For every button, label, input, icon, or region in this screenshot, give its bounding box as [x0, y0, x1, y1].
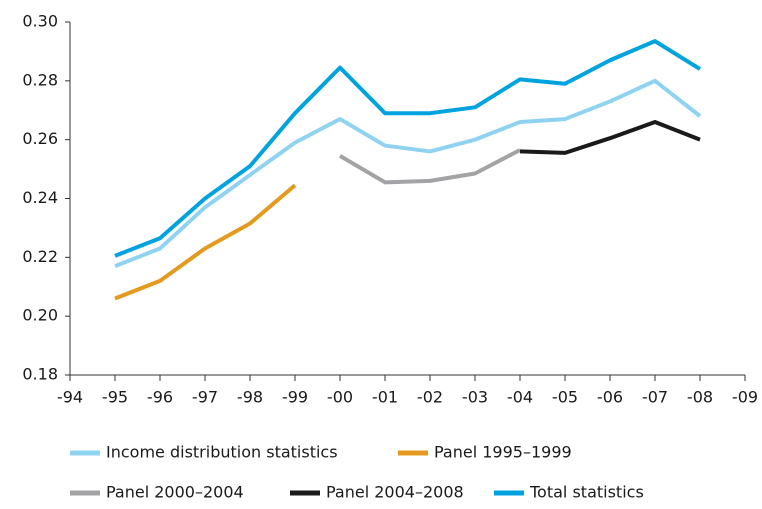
- y-tick-label: 0.18: [22, 365, 58, 384]
- x-tick-label: -96: [147, 388, 173, 407]
- x-tick-label: -02: [417, 388, 443, 407]
- x-tick-label: -95: [102, 388, 128, 407]
- y-tick-label: 0.20: [22, 306, 58, 325]
- y-tick-label: 0.22: [22, 247, 58, 266]
- series-line: [338, 148, 521, 185]
- series-line: [114, 183, 297, 301]
- series-line: [114, 39, 702, 258]
- x-tick-label: -94: [57, 388, 83, 407]
- y-tick-label: 0.28: [22, 70, 58, 89]
- x-tick-label: -04: [507, 388, 533, 407]
- legend-label: Panel 2004–2008: [326, 483, 464, 502]
- y-tick-label: 0.30: [22, 12, 58, 31]
- legend-label: Panel 2000–2004: [106, 483, 244, 502]
- legend-label: Total statistics: [529, 483, 644, 502]
- x-tick-label: -05: [552, 388, 578, 407]
- x-tick-label: -08: [687, 388, 713, 407]
- series-line: [519, 120, 701, 155]
- y-tick-label: 0.24: [22, 188, 58, 207]
- legend-label: Income distribution statistics: [106, 443, 338, 462]
- x-tick-label: -01: [372, 388, 398, 407]
- x-tick-label: -99: [282, 388, 308, 407]
- y-tick-label: 0.26: [22, 129, 58, 148]
- x-tick-label: -09: [732, 388, 758, 407]
- series-line: [114, 78, 702, 269]
- x-tick-label: -00: [327, 388, 353, 407]
- x-tick-label: -07: [642, 388, 668, 407]
- x-tick-label: -97: [192, 388, 218, 407]
- x-tick-label: -98: [237, 388, 263, 407]
- legend-label: Panel 1995–1999: [434, 443, 572, 462]
- x-tick-label: -03: [462, 388, 488, 407]
- x-tick-label: -06: [597, 388, 623, 407]
